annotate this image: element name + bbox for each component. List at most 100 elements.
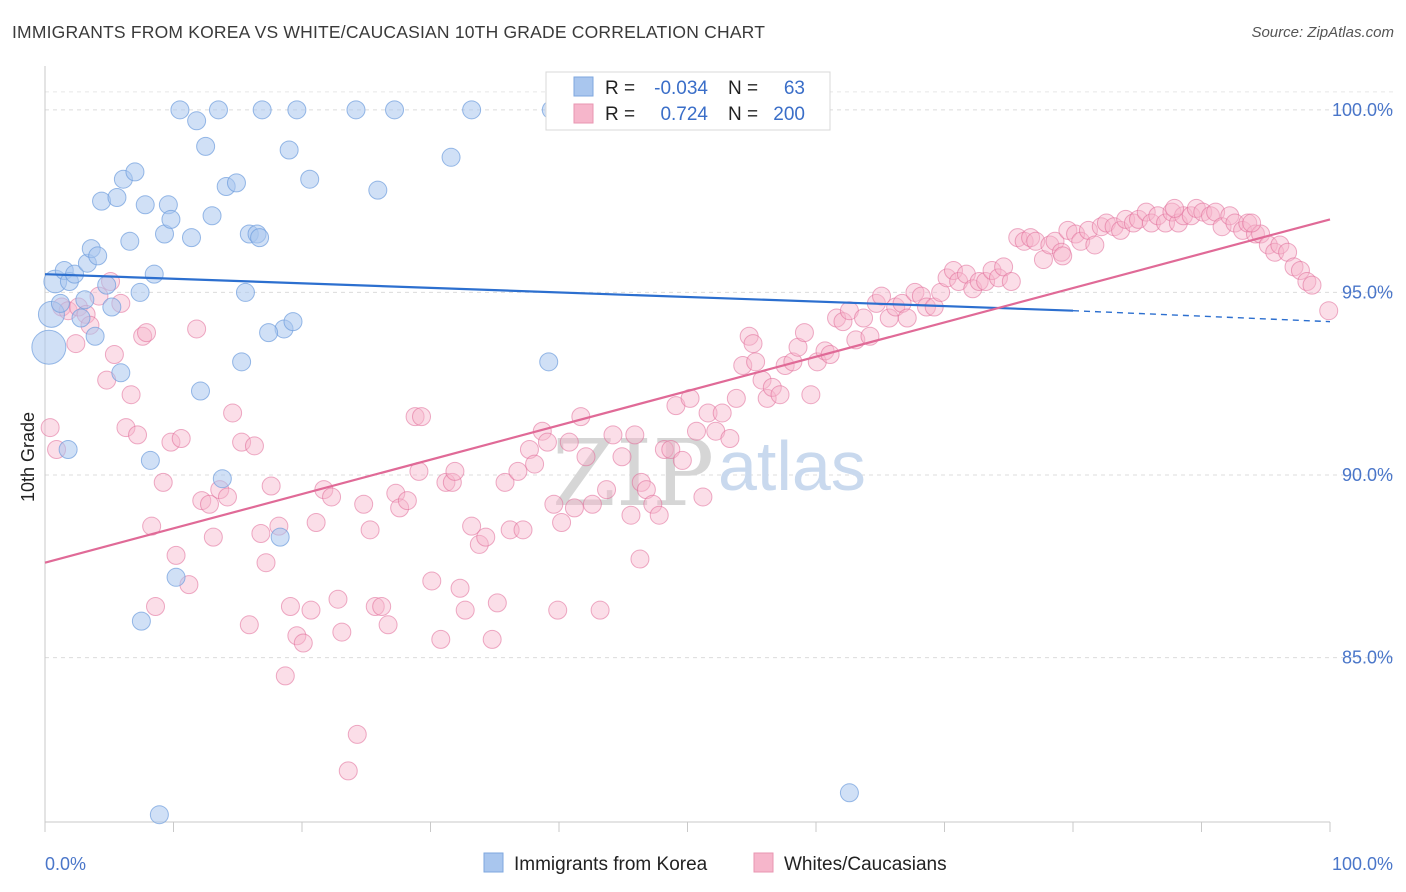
y-tick-label-2: 95.0% <box>1342 282 1393 302</box>
korea-point-15 <box>97 275 117 295</box>
legend-n-label-1: N = <box>728 78 758 99</box>
white-point-37 <box>261 476 281 496</box>
x-tick-labels: 0.0% 100.0% <box>45 854 1393 874</box>
white-point-52 <box>360 520 380 540</box>
korea-point-33 <box>181 228 201 248</box>
korea-point-41 <box>226 173 246 193</box>
correlation-legend: R = -0.034 N = 63 R = 0.724 N = 200 <box>545 71 831 131</box>
legend-r-label-2: R = <box>605 104 635 125</box>
white-point-104 <box>698 403 718 423</box>
white-point-171 <box>1129 209 1149 229</box>
white-point-203 <box>1053 246 1073 266</box>
white-point-109 <box>733 355 753 375</box>
white-point-40 <box>280 597 300 617</box>
white-point-133 <box>886 297 906 317</box>
white-point-92 <box>625 425 645 445</box>
x-tick-label-0: 0.0% <box>45 854 86 874</box>
korea-point-39 <box>212 469 232 489</box>
white-point-103 <box>693 487 713 507</box>
white-point-142 <box>943 261 963 281</box>
y-tick-label-1: 90.0% <box>1342 465 1393 485</box>
korea-point-21 <box>125 162 145 182</box>
korea-point-51 <box>283 312 303 332</box>
white-point-135 <box>897 308 917 328</box>
white-point-68 <box>469 534 489 554</box>
white-point-202 <box>743 334 763 354</box>
white-point-64 <box>442 472 462 492</box>
white-point-15 <box>128 425 148 445</box>
bottom-legend-label-korea: Immigrants from Korea <box>514 854 708 875</box>
white-point-74 <box>508 461 528 481</box>
white-point-0 <box>40 418 60 438</box>
white-point-197 <box>1297 271 1317 291</box>
white-point-11 <box>104 345 124 365</box>
white-point-96 <box>649 505 669 525</box>
white-point-30 <box>217 487 237 507</box>
white-point-97 <box>654 439 674 459</box>
white-point-23 <box>171 429 191 449</box>
bottom-legend-swatch-white <box>753 852 774 873</box>
korea-point-55 <box>368 180 388 200</box>
white-point-100 <box>672 450 692 470</box>
white-point-51 <box>354 494 374 514</box>
white-point-13 <box>116 418 136 438</box>
white-point-32 <box>232 432 252 452</box>
legend-r-value-2: 0.724 <box>660 104 708 125</box>
white-point-172 <box>1136 202 1156 222</box>
white-point-128 <box>854 308 874 328</box>
white-point-44 <box>306 513 326 533</box>
korea-point-53 <box>300 169 320 189</box>
legend-r-value-1: -0.034 <box>654 78 708 99</box>
white-point-25 <box>187 319 207 339</box>
korea-point-61 <box>839 783 859 803</box>
watermark-atlas: atlas <box>718 427 866 505</box>
white-point-58 <box>397 491 417 511</box>
korea-point-9 <box>75 290 95 310</box>
y-tick-label-0: 85.0% <box>1342 648 1393 668</box>
white-point-164 <box>1085 235 1105 255</box>
white-point-85 <box>576 447 596 467</box>
white-point-14 <box>121 385 141 405</box>
white-point-31 <box>223 403 243 423</box>
trend-line-white <box>44 218 1331 564</box>
white-point-80 <box>544 494 564 514</box>
white-point-43 <box>301 600 321 620</box>
y-axis-label: 10th Grade <box>18 412 38 502</box>
legend-n-value-1: 63 <box>784 78 805 99</box>
white-point-4 <box>66 334 86 354</box>
white-point-173 <box>1141 213 1161 233</box>
white-point-65 <box>450 578 470 598</box>
korea-point-13 <box>88 246 108 266</box>
bottom-legend-label-white: Whites/Caucasians <box>784 854 947 875</box>
chart-source: Source: ZipAtlas.com <box>1251 24 1394 41</box>
white-point-20 <box>153 472 173 492</box>
white-point-154 <box>1021 228 1041 248</box>
white-point-146 <box>969 271 989 291</box>
white-point-207 <box>445 461 465 481</box>
korea-point-48 <box>270 527 290 547</box>
white-point-66 <box>455 600 475 620</box>
white-point-201 <box>548 600 568 620</box>
korea-point-52 <box>287 100 307 120</box>
korea-point-7 <box>58 439 78 459</box>
korea-point-43 <box>235 282 255 302</box>
white-point-148 <box>982 261 1002 281</box>
white-point-108 <box>726 388 746 408</box>
white-point-33 <box>239 615 259 635</box>
legend-n-label-2: N = <box>728 104 758 125</box>
white-point-49 <box>338 761 358 781</box>
white-point-69 <box>476 527 496 547</box>
white-point-150 <box>994 257 1014 277</box>
white-point-61 <box>422 571 442 591</box>
korea-point-3 <box>50 293 70 313</box>
white-point-75 <box>513 520 533 540</box>
white-point-39 <box>275 666 295 686</box>
white-point-193 <box>1270 235 1290 255</box>
korea-point-20 <box>120 231 140 251</box>
korea-point-18 <box>111 363 131 383</box>
white-point-50 <box>347 724 367 744</box>
korea-point-57 <box>441 147 461 167</box>
white-point-22 <box>166 545 186 565</box>
korea-point-36 <box>196 136 216 156</box>
